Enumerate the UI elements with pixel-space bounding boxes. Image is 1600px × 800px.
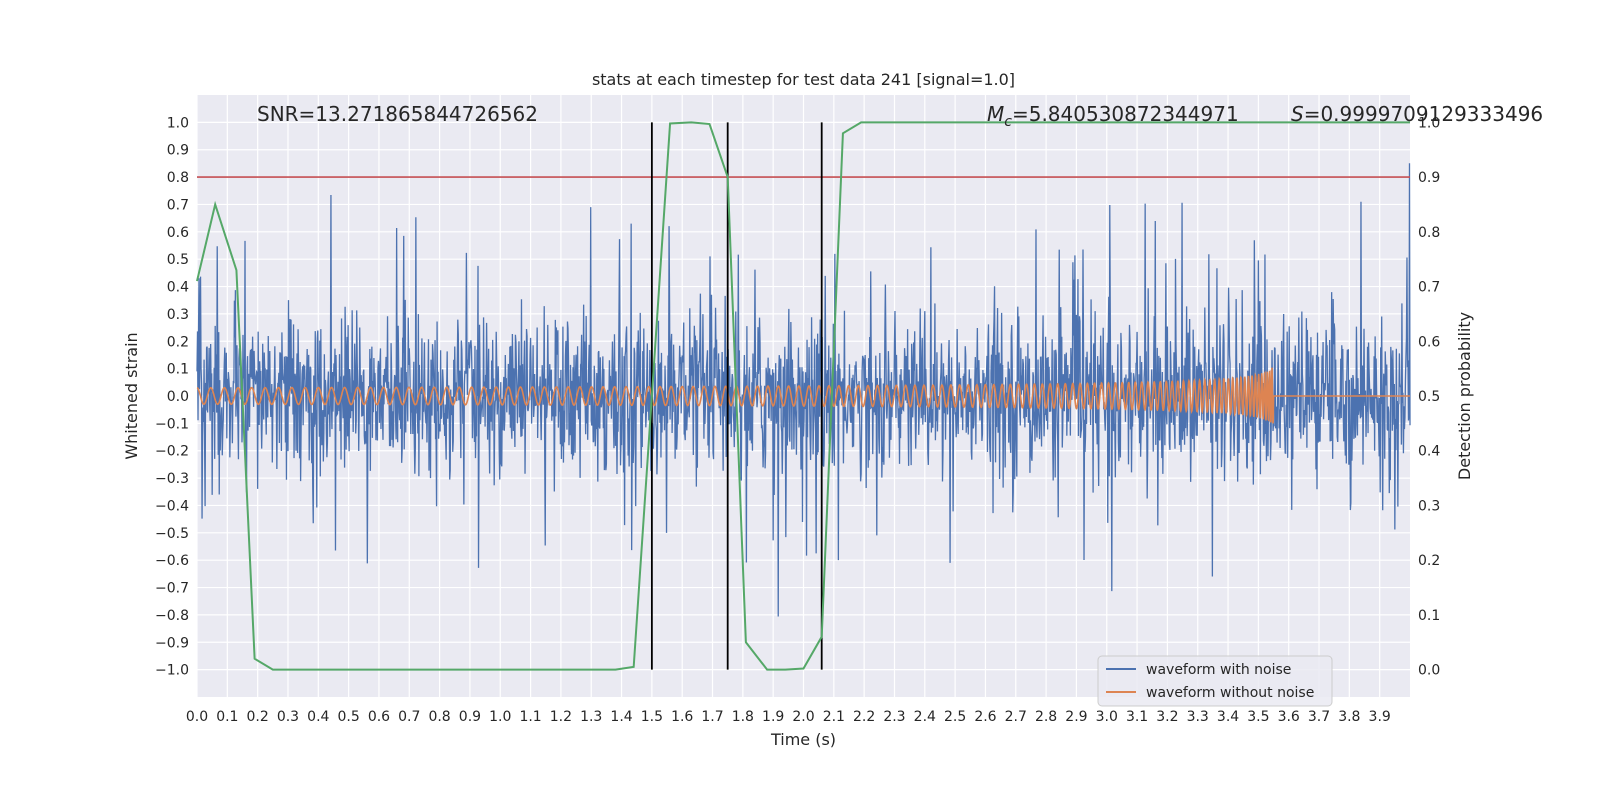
x-tick-label: 3.4	[1217, 709, 1239, 725]
y-tick-label: 0.0	[167, 389, 189, 405]
series-waveform-with-noise	[196, 163, 1411, 617]
x-axis-label: Time (s)	[770, 730, 836, 749]
y-tick-label: 0.1	[167, 362, 189, 378]
series-waveform-without-noise	[196, 367, 1410, 424]
y2-tick-label: 0.4	[1418, 444, 1440, 460]
x-tick-label: 1.4	[610, 709, 632, 725]
x-tick-label: 2.3	[883, 709, 905, 725]
x-tick-label: 3.7	[1308, 709, 1330, 725]
y-tick-label: −0.1	[155, 416, 189, 432]
y-tick-label: −0.8	[155, 608, 189, 624]
y2-tick-label: 0.9	[1418, 170, 1440, 186]
legend-box	[1097, 655, 1333, 707]
y-tick-label: −0.2	[155, 444, 189, 460]
s-symbol: S	[1291, 102, 1304, 126]
x-tick-label: 1.1	[519, 709, 541, 725]
y-tick-label: 0.3	[167, 307, 189, 323]
legend-label-without-noise: waveform without noise	[1146, 685, 1314, 701]
x-tick-label: 1.9	[762, 709, 784, 725]
y-tick-label: −0.6	[155, 553, 189, 569]
x-tick-label: 3.1	[1126, 709, 1148, 725]
x-tick-label: 0.3	[277, 709, 299, 725]
grid	[196, 95, 1410, 697]
y2-axis-label: Detection probability	[1455, 312, 1474, 480]
legend: waveform with noise waveform without noi…	[1097, 655, 1333, 707]
x-tick-label: 1.2	[550, 709, 572, 725]
x-tick-label: 1.0	[489, 709, 511, 725]
y2-tick-label: 0.1	[1418, 608, 1440, 624]
y-axis-ticks: 1.0 0.9 0.8 0.7 0.6 0.5 0.4 0.3 0.2 0.1 0.0 −0.1 −0.…	[155, 115, 189, 678]
probability-line	[196, 121, 1410, 671]
x-tick-label: 0.9	[459, 709, 481, 725]
score-annotation: S=0.9999709129333496	[1291, 102, 1543, 126]
x-tick-label: 0.8	[428, 709, 450, 725]
y-axis-label: Whitened strain	[122, 332, 141, 459]
x-tick-label: 0.1	[216, 709, 238, 725]
y-tick-label: 0.6	[167, 225, 189, 241]
x-tick-label: 1.7	[701, 709, 723, 725]
y-tick-label: 0.8	[167, 170, 189, 186]
x-tick-label: 2.7	[1005, 709, 1027, 725]
x-tick-label: 0.7	[398, 709, 420, 725]
x-tick-label: 2.4	[914, 709, 936, 725]
chirp-mass-annotation: Mc=5.840530872344971	[987, 102, 1239, 130]
chart-title: stats at each timestep for test data 241…	[592, 70, 1015, 89]
x-tick-label: 3.0	[1096, 709, 1118, 725]
x-tick-label: 2.2	[853, 709, 875, 725]
x-tick-label: 3.6	[1278, 709, 1300, 725]
mc-symbol: M	[987, 102, 1004, 126]
x-tick-label: 1.8	[732, 709, 754, 725]
chirp-waveform-line	[196, 367, 1410, 424]
y2-tick-label: 0.2	[1418, 553, 1440, 569]
x-tick-label: 3.9	[1369, 709, 1391, 725]
y2-tick-label: 0.3	[1418, 498, 1440, 514]
x-tick-label: 2.1	[823, 709, 845, 725]
x-tick-label: 2.9	[1065, 709, 1087, 725]
s-value: =0.9999709129333496	[1304, 102, 1543, 126]
y2-tick-label: 0.5	[1418, 389, 1440, 405]
y2-axis-ticks: 1.0 0.9 0.8 0.7 0.6 0.5 0.4 0.3 0.2 0.1 0.0	[1418, 115, 1440, 678]
series-detection-probability	[196, 121, 1410, 671]
x-tick-label: 0.5	[337, 709, 359, 725]
x-tick-label: 0.6	[368, 709, 390, 725]
x-tick-label: 0.2	[247, 709, 269, 725]
x-tick-label: 3.3	[1187, 709, 1209, 725]
x-tick-label: 1.3	[580, 709, 602, 725]
y2-tick-label: 1.0	[1418, 115, 1440, 131]
y2-tick-label: 0.6	[1418, 334, 1440, 350]
x-tick-label: 2.0	[792, 709, 814, 725]
x-tick-label: 2.6	[974, 709, 996, 725]
y-tick-label: 0.2	[167, 334, 189, 350]
y-tick-label: −0.9	[155, 635, 189, 651]
y-tick-label: 1.0	[167, 115, 189, 131]
y-tick-label: −0.4	[155, 498, 189, 514]
y-tick-label: −0.5	[155, 526, 189, 542]
x-tick-label: 3.2	[1156, 709, 1178, 725]
noise-waveform-line	[196, 163, 1411, 617]
mc-subscript: c	[1004, 114, 1012, 130]
y-tick-label: 0.5	[167, 252, 189, 268]
x-tick-label: 2.8	[1035, 709, 1057, 725]
legend-label-with-noise: waveform with noise	[1146, 662, 1291, 678]
y-tick-label: −0.3	[155, 471, 189, 487]
y-tick-label: −0.7	[155, 581, 189, 597]
y-tick-label: 0.7	[167, 197, 189, 213]
x-tick-label: 0.0	[186, 709, 208, 725]
y-tick-label: −1.0	[155, 663, 189, 679]
x-tick-label: 1.5	[641, 709, 663, 725]
y2-tick-label: 0.7	[1418, 280, 1440, 296]
x-tick-label: 1.6	[671, 709, 693, 725]
snr-annotation: SNR=13.271865844726562	[257, 102, 538, 126]
x-tick-label: 2.5	[944, 709, 966, 725]
x-tick-label: 3.8	[1338, 709, 1360, 725]
x-tick-label: 3.5	[1247, 709, 1269, 725]
y2-tick-label: 0.0	[1418, 663, 1440, 679]
y-tick-label: 0.4	[167, 280, 189, 296]
x-tick-label: 0.4	[307, 709, 329, 725]
y-tick-label: 0.9	[167, 143, 189, 159]
x-axis-ticks: 0.0 0.1 0.2 0.3 0.4 0.5 0.6 0.7 0.8 0.9 1.0 1.1 1.2 1…	[186, 709, 1391, 725]
mc-value: =5.840530872344971	[1012, 102, 1239, 126]
y2-tick-label: 0.8	[1418, 225, 1440, 241]
